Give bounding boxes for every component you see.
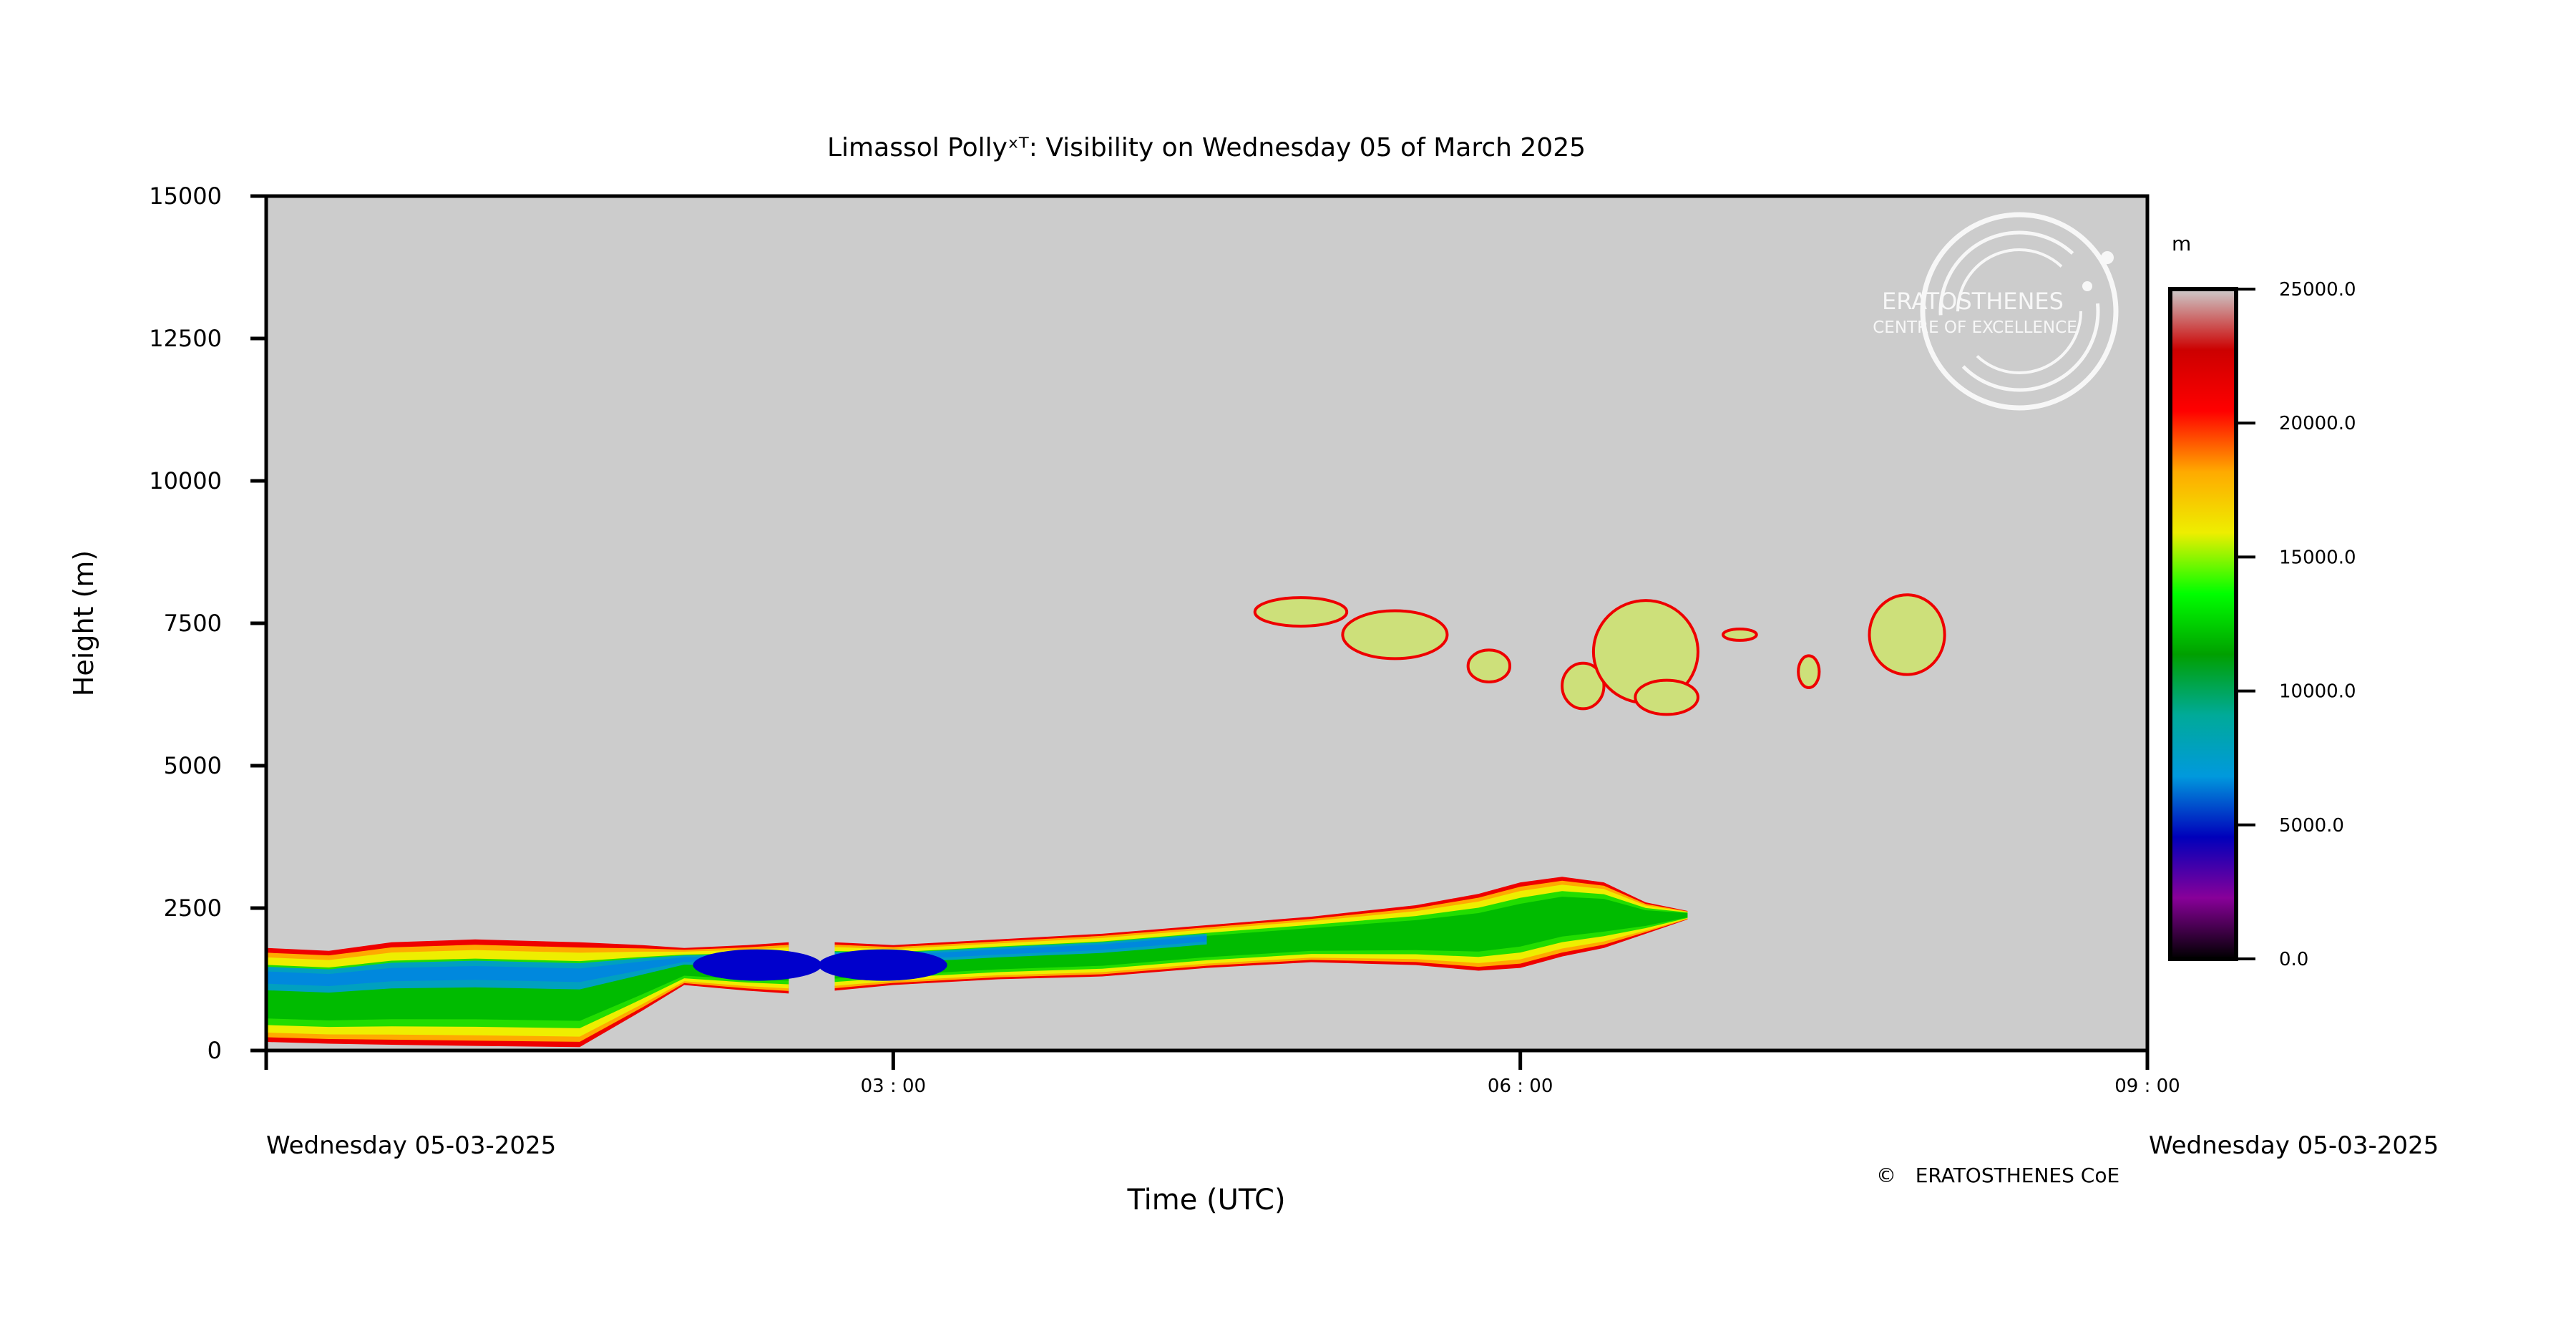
visibility-band bbox=[834, 897, 1688, 979]
y-tick-label: 12500 bbox=[149, 325, 222, 352]
cloud-patch bbox=[1253, 596, 1349, 628]
colorbar-tick-label: 20000.0 bbox=[2279, 413, 2356, 434]
visibility-core bbox=[266, 955, 789, 987]
y-tick-label: 2500 bbox=[164, 894, 222, 922]
cloud-patch bbox=[1466, 648, 1512, 683]
colorbar-gradient bbox=[2168, 287, 2238, 961]
cloud-patch bbox=[1634, 678, 1699, 716]
colorbar-tick-label: 5000.0 bbox=[2279, 815, 2344, 837]
visibility-core-min bbox=[818, 949, 947, 981]
cloud-patch bbox=[1797, 654, 1821, 689]
colorbar-unit: m bbox=[2172, 232, 2191, 255]
copyright: © ERATOSTHENES CoE bbox=[1876, 1164, 2119, 1187]
date-left: Wednesday 05-03-2025 bbox=[266, 1131, 556, 1160]
x-axis: 03 : 00 06 : 00 09 : 00 bbox=[264, 1050, 2180, 1097]
colorbar-tick-label: 25000.0 bbox=[2279, 279, 2356, 301]
x-axis-label: Time (UTC) bbox=[1126, 1184, 1285, 1217]
y-tick-label: 15000 bbox=[149, 182, 222, 210]
y-tick-label: 7500 bbox=[164, 610, 222, 637]
watermark-line1: ERATOSTHENES bbox=[1882, 288, 2064, 315]
colorbar: m 25000.0 20000.0 15000.0 10000.0 5000.0 0.0 bbox=[2168, 232, 2356, 970]
cloud-patch bbox=[1561, 661, 1606, 711]
cloud-patch bbox=[1868, 593, 1946, 676]
y-tick-label: 10000 bbox=[149, 467, 222, 494]
chart-title: Limassol Pollyˣᵀ: Visibility on Wednesda… bbox=[827, 133, 1586, 162]
y-axis: 0 2500 5000 7500 10000 12500 15000 bbox=[149, 182, 266, 1064]
colorbar-tick-label: 0.0 bbox=[2279, 949, 2308, 970]
plot-background bbox=[266, 196, 2147, 1050]
y-tick-label: 0 bbox=[208, 1037, 222, 1064]
cloud-patch bbox=[1722, 627, 1758, 642]
x-tick-label: 03 : 00 bbox=[861, 1076, 926, 1097]
cloud-patch bbox=[1341, 609, 1449, 660]
date-right: Wednesday 05-03-2025 bbox=[2149, 1131, 2439, 1160]
colorbar-tick-label: 10000.0 bbox=[2279, 681, 2356, 703]
visibility-core-min bbox=[693, 949, 822, 981]
y-tick-label: 5000 bbox=[164, 752, 222, 779]
watermark-line2: CENTRE OF EXCELLENCE bbox=[1873, 318, 2077, 337]
x-tick-label: 06 : 00 bbox=[1488, 1076, 1553, 1097]
x-tick-label: 09 : 00 bbox=[2114, 1076, 2180, 1097]
y-axis-label: Height (m) bbox=[68, 550, 99, 696]
watermark-logo: ERATOSTHENES CENTRE OF EXCELLENCE bbox=[1873, 212, 2119, 411]
colorbar-tick-label: 15000.0 bbox=[2279, 547, 2356, 568]
heatmap-layer bbox=[266, 593, 1946, 1048]
